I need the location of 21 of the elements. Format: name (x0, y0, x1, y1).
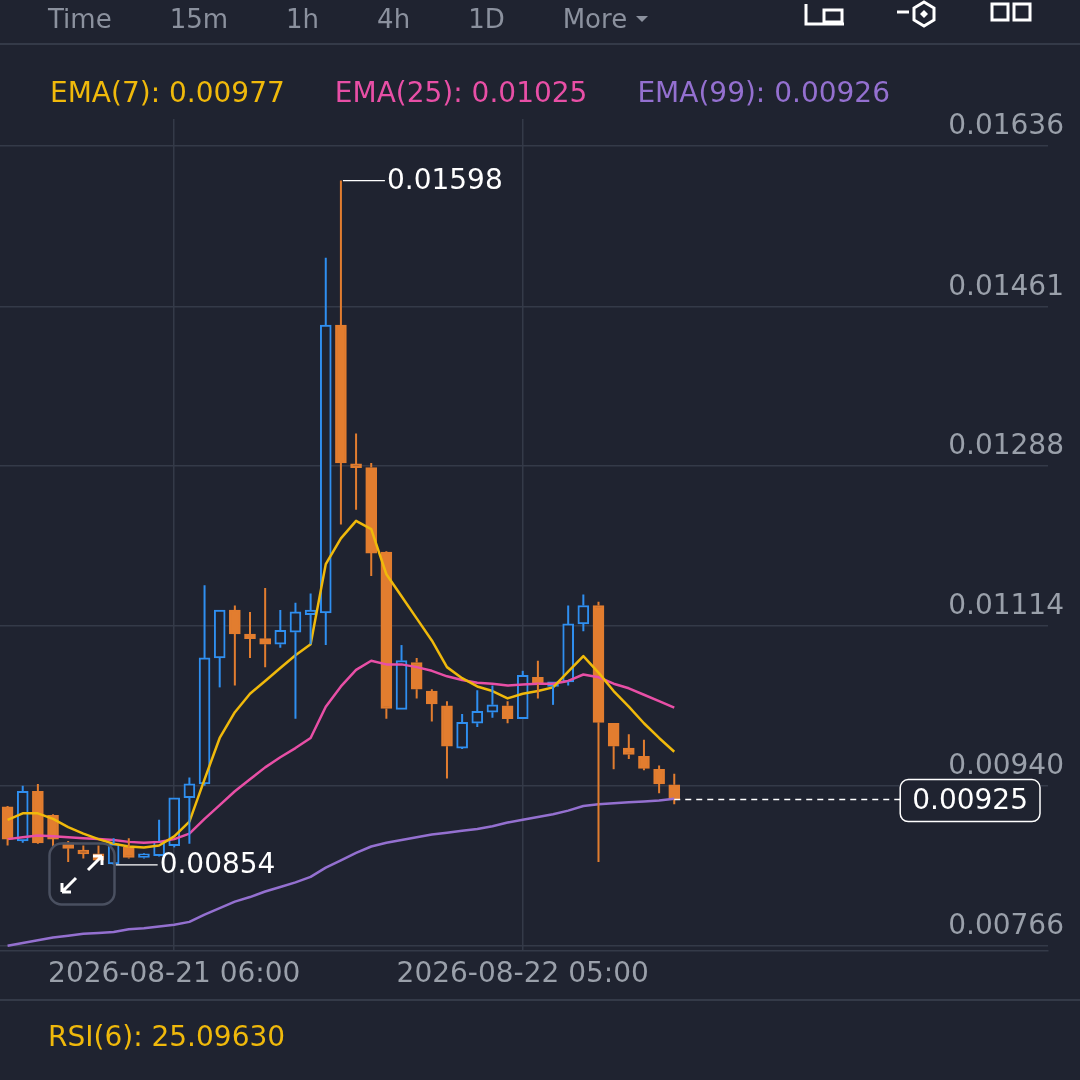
y-tick-label: 0.01288 (948, 428, 1064, 461)
text: 4h (377, 4, 411, 34)
text: EMA(7): 0.00977 (50, 76, 285, 110)
annotation: 0.01598 (386, 162, 503, 196)
annotation: 0.00854 (159, 847, 276, 881)
y-tick-label: 0.01636 (948, 107, 1064, 141)
text: RSI(6): 25.09630 (48, 1020, 286, 1053)
x-tick-label: 2026-08-22 05:00 (396, 956, 649, 990)
text: EMA(25): 0.01025 (334, 76, 588, 110)
y-tick-label: 0.00766 (948, 908, 1064, 942)
y-tick-label: 0.00940 (948, 748, 1064, 782)
x-tick-label: 2026-08-21 06:00 (48, 956, 301, 990)
text: 1D (468, 4, 505, 34)
text: 15m (169, 4, 229, 34)
ref-line-label: 0.00925 (912, 782, 1029, 816)
text: EMA(99): 0.00926 (637, 76, 890, 110)
y-tick-label: 0.01114 (948, 588, 1064, 622)
y-tick-label: 0.01461 (948, 268, 1064, 302)
text: More (562, 4, 628, 34)
text: Time (48, 4, 112, 34)
text: 1h (286, 4, 320, 34)
